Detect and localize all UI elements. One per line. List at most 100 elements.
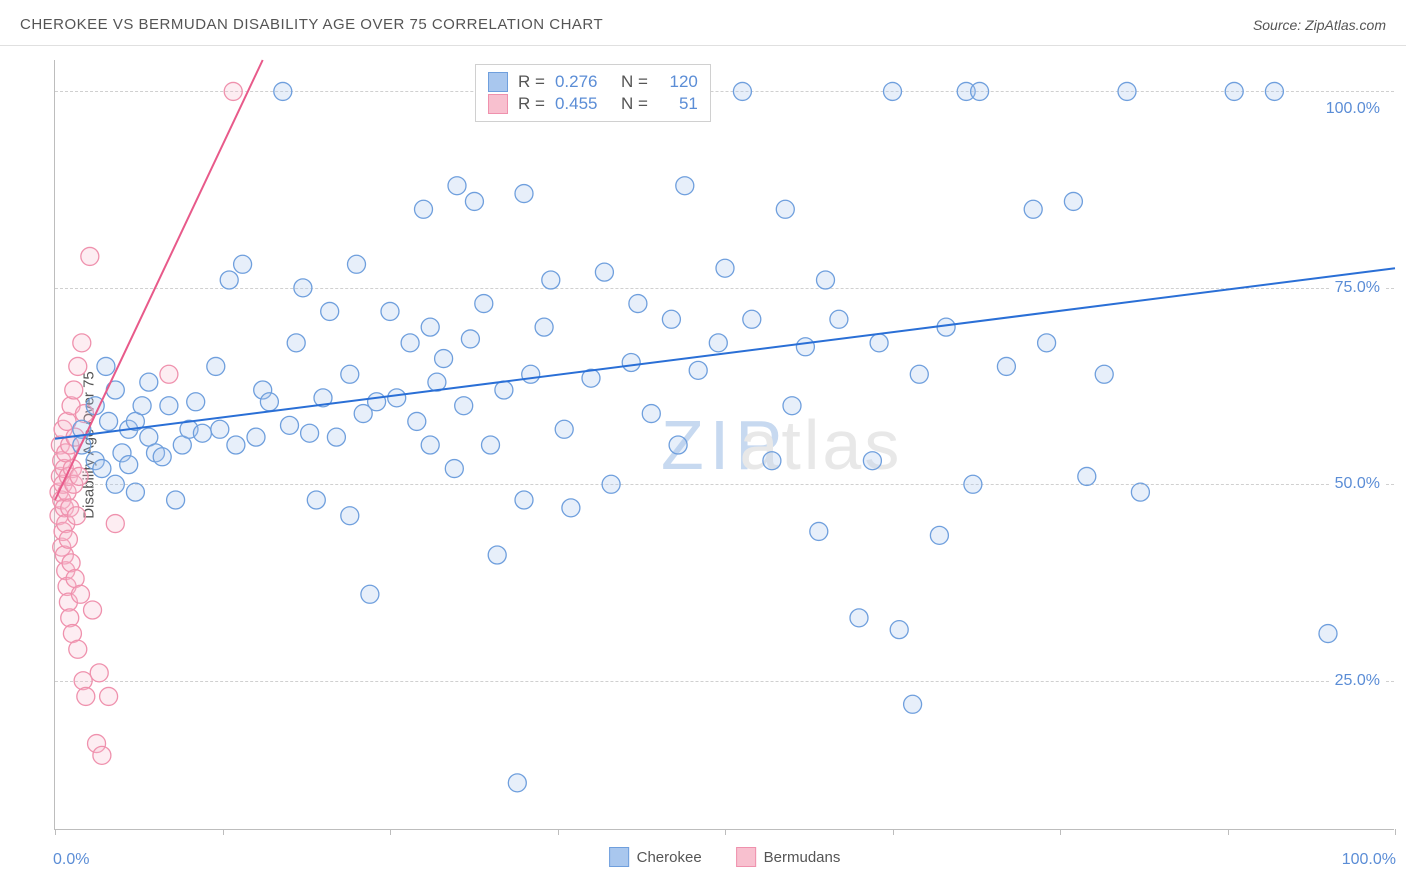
x-tick bbox=[893, 829, 894, 835]
scatter-point bbox=[321, 302, 339, 320]
stats-n-cherokee: 120 bbox=[658, 72, 698, 92]
scatter-point bbox=[260, 393, 278, 411]
swatch-cherokee bbox=[488, 72, 508, 92]
scatter-point bbox=[662, 310, 680, 328]
legend-swatch-cherokee bbox=[609, 847, 629, 867]
scatter-point bbox=[669, 436, 687, 454]
scatter-point bbox=[133, 397, 151, 415]
scatter-point bbox=[482, 436, 500, 454]
scatter-point bbox=[93, 746, 111, 764]
scatter-point bbox=[1024, 200, 1042, 218]
scatter-point bbox=[69, 640, 87, 658]
source-name: ZipAtlas.com bbox=[1305, 17, 1386, 33]
scatter-point bbox=[74, 672, 92, 690]
scatter-point bbox=[274, 82, 292, 100]
scatter-point bbox=[1064, 192, 1082, 210]
scatter-point bbox=[67, 507, 85, 525]
scatter-point bbox=[435, 350, 453, 368]
scatter-point bbox=[642, 405, 660, 423]
scatter-point bbox=[71, 585, 89, 603]
scatter-point bbox=[401, 334, 419, 352]
scatter-point bbox=[465, 192, 483, 210]
scatter-point bbox=[937, 318, 955, 336]
scatter-point bbox=[783, 397, 801, 415]
scatter-point bbox=[930, 526, 948, 544]
scatter-point bbox=[120, 456, 138, 474]
scatter-point bbox=[234, 255, 252, 273]
scatter-point bbox=[870, 334, 888, 352]
scatter-point bbox=[368, 393, 386, 411]
stats-r-cherokee: 0.276 bbox=[555, 72, 611, 92]
scatter-point bbox=[850, 609, 868, 627]
scatter-point bbox=[817, 271, 835, 289]
scatter-point bbox=[884, 82, 902, 100]
scatter-point bbox=[1095, 365, 1113, 383]
scatter-point bbox=[361, 585, 379, 603]
stats-n-bermudans: 51 bbox=[658, 94, 698, 114]
scatter-point bbox=[140, 373, 158, 391]
scatter-point bbox=[388, 389, 406, 407]
stats-r-bermudans: 0.455 bbox=[555, 94, 611, 114]
scatter-point bbox=[676, 177, 694, 195]
scatter-point bbox=[73, 334, 91, 352]
plot-area: ZIP atlas Disability Age Over 75 25.0%50… bbox=[54, 60, 1394, 830]
scatter-point bbox=[77, 687, 95, 705]
scatter-point bbox=[997, 357, 1015, 375]
scatter-point bbox=[160, 365, 178, 383]
x-tick bbox=[1228, 829, 1229, 835]
chart-header: CHEROKEE VS BERMUDAN DISABILITY AGE OVER… bbox=[0, 0, 1406, 46]
scatter-point bbox=[281, 416, 299, 434]
x-tick bbox=[1060, 829, 1061, 835]
scatter-point bbox=[475, 295, 493, 313]
stats-r-label: R = bbox=[518, 72, 545, 92]
scatter-point bbox=[307, 491, 325, 509]
scatter-point bbox=[84, 601, 102, 619]
scatter-point bbox=[716, 259, 734, 277]
scatter-point bbox=[535, 318, 553, 336]
scatter-point bbox=[1319, 625, 1337, 643]
x-tick bbox=[390, 829, 391, 835]
scatter-point bbox=[445, 460, 463, 478]
scatter-point bbox=[1078, 467, 1096, 485]
scatter-point bbox=[408, 412, 426, 430]
scatter-point bbox=[327, 428, 345, 446]
scatter-point bbox=[70, 467, 88, 485]
scatter-svg bbox=[55, 60, 1394, 829]
scatter-point bbox=[455, 397, 473, 415]
scatter-point bbox=[709, 334, 727, 352]
scatter-point bbox=[106, 515, 124, 533]
scatter-point bbox=[100, 687, 118, 705]
chart-title: CHEROKEE VS BERMUDAN DISABILITY AGE OVER… bbox=[20, 16, 603, 33]
x-tick bbox=[223, 829, 224, 835]
legend-item-cherokee: Cherokee bbox=[609, 847, 702, 867]
scatter-point bbox=[971, 82, 989, 100]
scatter-point bbox=[622, 354, 640, 372]
scatter-point bbox=[348, 255, 366, 273]
scatter-point bbox=[904, 695, 922, 713]
scatter-point bbox=[187, 393, 205, 411]
scatter-point bbox=[776, 200, 794, 218]
scatter-point bbox=[810, 522, 828, 540]
legend-item-bermudans: Bermudans bbox=[736, 847, 841, 867]
scatter-point bbox=[69, 357, 87, 375]
scatter-point bbox=[61, 609, 79, 627]
scatter-point bbox=[421, 318, 439, 336]
scatter-point bbox=[461, 330, 479, 348]
scatter-point bbox=[1265, 82, 1283, 100]
scatter-point bbox=[341, 365, 359, 383]
scatter-point bbox=[207, 357, 225, 375]
stats-n-label: N = bbox=[621, 72, 648, 92]
scatter-point bbox=[220, 271, 238, 289]
scatter-point bbox=[81, 247, 99, 265]
scatter-point bbox=[160, 397, 178, 415]
scatter-point bbox=[488, 546, 506, 564]
scatter-point bbox=[287, 334, 305, 352]
scatter-point bbox=[508, 774, 526, 792]
x-tick bbox=[725, 829, 726, 835]
scatter-point bbox=[65, 381, 83, 399]
scatter-point bbox=[555, 420, 573, 438]
scatter-point bbox=[495, 381, 513, 399]
scatter-point bbox=[247, 428, 265, 446]
scatter-point bbox=[595, 263, 613, 281]
scatter-point bbox=[1225, 82, 1243, 100]
